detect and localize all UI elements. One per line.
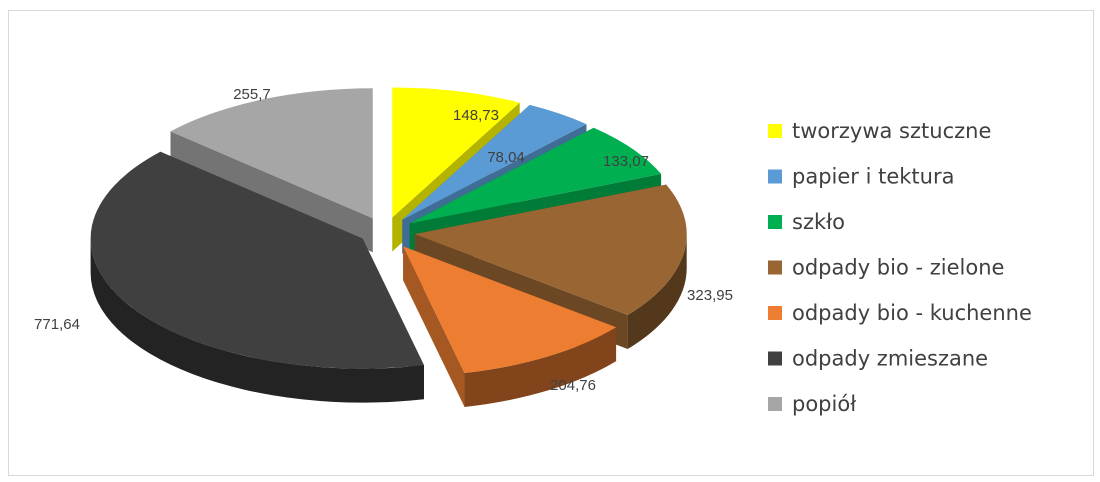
data-label-6: 255,7: [233, 86, 271, 103]
data-labels: 148,73 78,04 133,07 323,95 204,76 771,64 255,7: [34, 86, 733, 394]
legend-entry-3: odpady bio - zielone: [792, 256, 1004, 280]
data-label-4: 204,76: [550, 377, 596, 394]
legend-swatch-6: [768, 397, 782, 411]
legend-entry-6: popiół: [792, 392, 856, 416]
pie-slice-top-4: [403, 246, 617, 374]
pie-slice-top-1: [402, 104, 587, 220]
legend-swatch-0: [768, 124, 782, 138]
pie-slice-top-2: [409, 127, 662, 224]
legend-entry-5: odpady zmieszane: [792, 347, 988, 371]
legend-entry-0: tworzywa sztuczne: [792, 119, 991, 143]
pie-slice-top-5: [90, 151, 424, 369]
legend-entry-4: odpady bio - kuchenne: [792, 301, 1032, 325]
data-label-2: 133,07: [603, 153, 649, 170]
data-label-1: 78,04: [487, 149, 525, 166]
legend-swatch-3: [768, 260, 782, 275]
pie-tops: [90, 87, 687, 374]
legend-entry-2: szkło: [792, 210, 845, 234]
legend-swatch-5: [768, 351, 782, 366]
pie-slice-top-3: [414, 184, 687, 316]
pie-slice-top-0: [392, 87, 520, 218]
legend-swatch-1: [768, 169, 782, 184]
data-label-5: 771,64: [34, 316, 80, 333]
data-label-3: 323,95: [687, 287, 733, 304]
pie-slice-top-6: [170, 88, 373, 219]
legend-swatch-4: [768, 306, 782, 320]
legend-entry-1: papier i tektura: [792, 165, 954, 189]
legend-swatch-2: [768, 215, 782, 229]
legend: tworzywa sztuczne papier i tektura szkło od…: [768, 119, 1032, 416]
data-label-0: 148,73: [453, 107, 499, 124]
